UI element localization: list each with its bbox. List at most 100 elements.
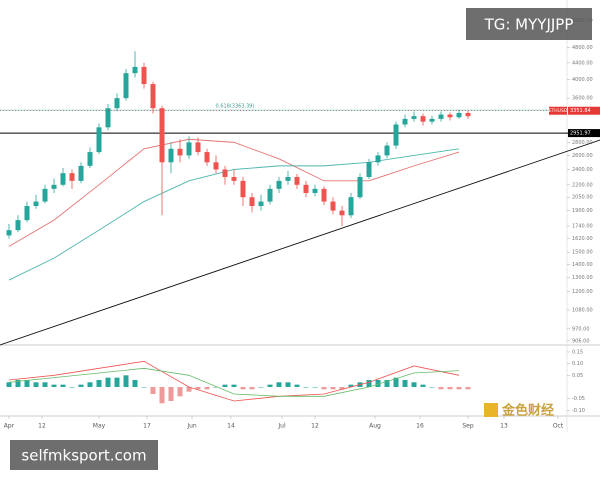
candle-body — [213, 162, 219, 170]
macd-histogram-bar — [213, 386, 219, 388]
macd-histogram-bar — [105, 377, 111, 387]
macd-histogram-bar — [42, 382, 48, 387]
watermark-box — [10, 440, 158, 470]
macd-histogram-bar — [366, 379, 372, 387]
candle-body — [411, 116, 417, 119]
y-tick-label: 4000.00 — [572, 77, 593, 83]
y-tick-label: 2800.00 — [572, 140, 593, 146]
candle-body — [330, 201, 336, 211]
macd-histogram-bar — [69, 386, 75, 388]
candle-body — [132, 66, 138, 74]
candle-body — [321, 188, 327, 202]
macd-y-tick-label: 0.10 — [572, 361, 583, 367]
candle-body — [204, 152, 210, 163]
macd-line — [8, 360, 460, 402]
watermark-site: selfmksport.com — [21, 447, 146, 465]
macd-histogram-bar — [384, 379, 390, 387]
macd-histogram-bar — [438, 386, 444, 390]
symbol-tag-box — [549, 106, 567, 115]
macd-histogram-bar — [96, 379, 102, 387]
macd-histogram-bar — [465, 386, 471, 390]
y-tick-label: 4800.00 — [572, 45, 593, 51]
macd-histogram-bar — [393, 377, 399, 387]
candle-body — [114, 98, 120, 109]
macd-histogram-bar — [87, 382, 93, 387]
macd-histogram-bar — [285, 382, 291, 387]
price-tag: 3351.84 — [570, 108, 591, 114]
macd-histogram-bar — [258, 386, 264, 388]
y-tick-label: 1740.00 — [572, 224, 593, 230]
level-label: 0.618(3363.39) — [216, 104, 255, 110]
y-tick-label: 1080.00 — [572, 307, 593, 313]
macd-histogram-bar — [6, 382, 12, 387]
candle-body — [6, 230, 12, 236]
y-tick-label: 906.00 — [572, 338, 590, 344]
macd-histogram-bar — [240, 386, 246, 390]
symbol-tag: ETHUSD — [549, 108, 568, 114]
candle-body — [303, 184, 309, 193]
macd-histogram-bar — [267, 384, 273, 387]
y-tick-label: 1900.00 — [572, 208, 593, 214]
macd-y-tick-label: 0.15 — [572, 349, 583, 355]
macd-histogram-bar — [114, 377, 120, 387]
x-tick-label: 13 — [500, 423, 508, 430]
macd-histogram-bar — [429, 386, 435, 388]
macd-histogram-bar — [204, 386, 210, 390]
candle-body — [285, 176, 291, 181]
macd-histogram-bar — [231, 384, 237, 387]
candle-body — [267, 188, 273, 202]
macd-histogram-bar — [312, 386, 318, 388]
x-tick-label: 17 — [143, 423, 151, 430]
price-tag: 2951.97 — [570, 131, 591, 137]
candle-body — [465, 112, 471, 117]
y-tick-label: 4400.00 — [572, 60, 593, 66]
x-tick-label: Apr — [4, 423, 15, 430]
candle-body — [231, 176, 237, 181]
y-tick-label: 1500.00 — [572, 250, 593, 256]
macd-histogram-bar — [339, 386, 345, 390]
candle-body — [312, 188, 318, 193]
candle-body — [150, 84, 156, 109]
y-tick-label: 2400.00 — [572, 167, 593, 173]
macd-histogram-bar — [195, 386, 201, 390]
trendline — [0, 139, 600, 346]
y-tick-label: 3600.00 — [572, 96, 593, 102]
price-tag-box — [568, 129, 600, 138]
candle-body — [240, 180, 246, 198]
macd-histogram-bar — [294, 384, 300, 387]
candle-body — [168, 148, 174, 163]
candle-body — [339, 210, 345, 216]
y-tick-label: 1400.00 — [572, 262, 593, 268]
y-tick-label: 2600.00 — [572, 153, 593, 159]
macd-histogram-bar — [24, 379, 30, 387]
macd-histogram-bar — [222, 384, 228, 387]
macd-histogram-bar — [159, 386, 165, 404]
candle-body — [51, 184, 57, 189]
candle-body — [375, 155, 381, 163]
candle-body — [393, 124, 399, 146]
x-tick-label: Jul — [277, 423, 286, 430]
x-tick-label: 16 — [416, 423, 424, 430]
x-tick-label: Sep — [462, 423, 474, 430]
x-tick-label: Oct — [553, 423, 564, 430]
macd-histogram-bar — [60, 384, 66, 387]
candle-body — [249, 197, 255, 207]
macd-histogram-bar — [402, 379, 408, 387]
macd-histogram-bar — [321, 386, 327, 390]
price-tag-box — [568, 106, 600, 115]
candle-body — [447, 114, 453, 118]
candle-body — [429, 118, 435, 122]
y-tick-label: 1620.00 — [572, 236, 593, 242]
logo-icon — [484, 403, 498, 417]
candle-body — [222, 169, 228, 177]
macd-histogram-bar — [33, 382, 39, 387]
y-tick-label: 2200.00 — [572, 182, 593, 188]
macd-histogram-bar — [177, 386, 183, 397]
candle-body — [357, 176, 363, 198]
candle-body — [420, 116, 426, 122]
macd-histogram-bar — [15, 379, 21, 387]
watermark-tg: TG: MYYJJPP — [484, 16, 574, 34]
candle-body — [78, 165, 84, 181]
